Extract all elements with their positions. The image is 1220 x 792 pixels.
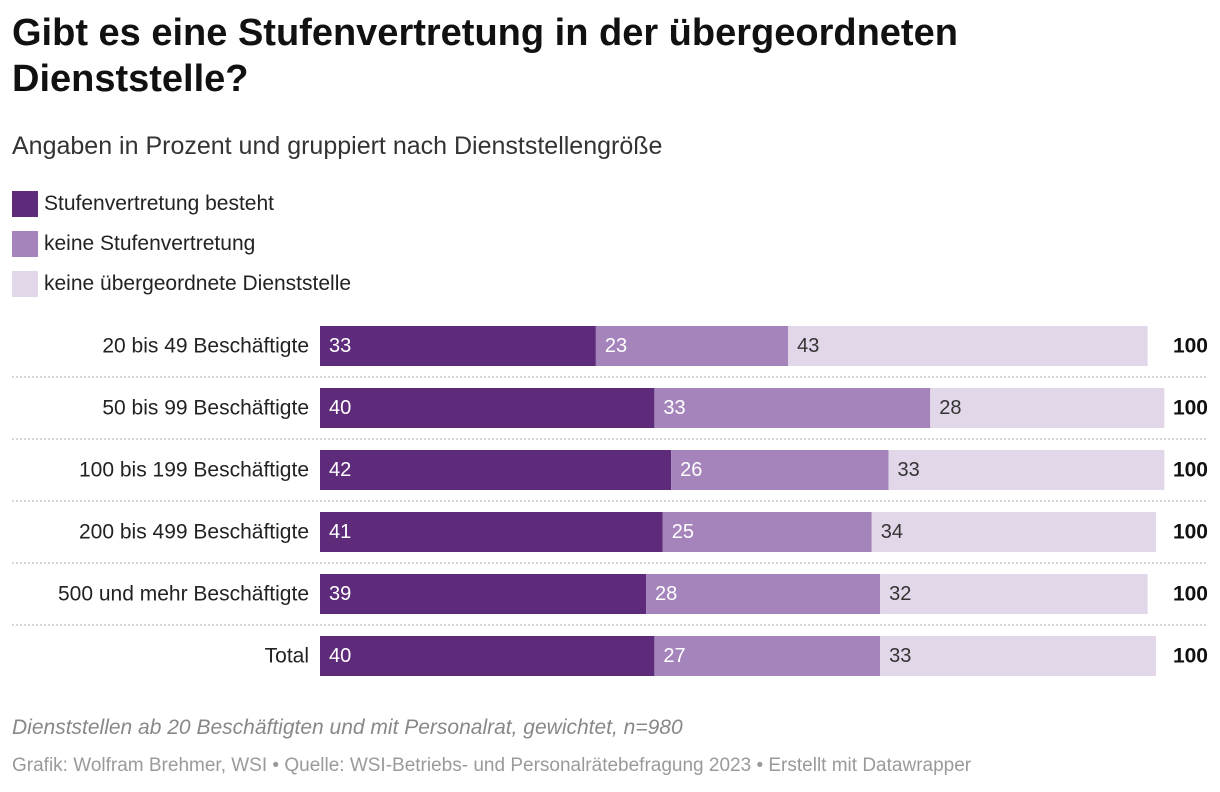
bar-segment: [595, 326, 789, 366]
chart-title: Gibt es eine Stufenvertretung in der übe…: [12, 12, 958, 100]
data-label: 43: [797, 335, 819, 357]
data-label: 25: [672, 521, 694, 543]
legend-item-keine-uebergeordnete-dienststelle: keine übergeordnete Dienststelle: [12, 264, 351, 304]
bar-segment: [320, 512, 663, 552]
total-label: 100: [1173, 521, 1208, 544]
bar-segment: [320, 388, 655, 428]
data-label: 42: [329, 459, 351, 481]
legend-label: keine Stufenvertretung: [44, 232, 256, 255]
bar-segment: [930, 388, 1165, 428]
data-label: 40: [329, 397, 351, 419]
bar-segment: [646, 574, 881, 614]
chart-source: Grafik: Wolfram Brehmer, WSI • Quelle: W…: [12, 755, 972, 776]
legend: Stufenvertretung besteht keine Stufenver…: [12, 184, 351, 304]
bar-segment: [871, 512, 1156, 552]
legend-swatch: [12, 271, 38, 297]
total-label: 100: [1173, 583, 1208, 606]
bar-segment: [888, 450, 1165, 490]
data-label: 28: [655, 583, 677, 605]
data-label: 33: [663, 397, 685, 419]
total-label: 100: [1173, 335, 1208, 358]
bar-segment: [320, 326, 596, 366]
bar-segment: [320, 450, 672, 490]
data-label: 34: [881, 521, 903, 543]
bar-segment: [662, 512, 872, 552]
legend-item-stufenvertretung-besteht: Stufenvertretung besteht: [12, 184, 351, 224]
legend-swatch: [12, 191, 38, 217]
legend-item-keine-stufenvertretung: keine Stufenvertretung: [12, 224, 351, 264]
data-label: 32: [889, 583, 911, 605]
category-label: 20 bis 49 Beschäftigte: [102, 335, 309, 358]
bar-segment: [880, 574, 1148, 614]
total-label: 100: [1173, 645, 1208, 668]
bar-segment: [320, 574, 647, 614]
data-label: 40: [329, 645, 351, 667]
category-label: 200 bis 499 Beschäftigte: [79, 521, 309, 544]
category-label: Total: [265, 645, 309, 668]
category-label: 500 und mehr Beschäftigte: [58, 583, 309, 606]
total-label: 100: [1173, 397, 1208, 420]
data-label: 39: [329, 583, 351, 605]
data-label: 28: [939, 397, 961, 419]
category-label: 50 bis 99 Beschäftigte: [102, 397, 309, 420]
total-label: 100: [1173, 459, 1208, 482]
data-label: 41: [329, 521, 351, 543]
legend-label: keine übergeordnete Dienststelle: [44, 272, 352, 295]
bar-segment: [671, 450, 889, 490]
bar-segment: [320, 636, 655, 676]
legend-swatch: [12, 231, 38, 257]
data-label: 26: [680, 459, 702, 481]
data-label: 27: [663, 645, 685, 667]
data-label: 33: [889, 645, 911, 667]
bar-segment: [788, 326, 1148, 366]
bar-segment: [654, 636, 881, 676]
data-label: 33: [329, 335, 351, 357]
chart-note: Dienststellen ab 20 Beschäftigten und mi…: [12, 716, 683, 739]
data-label: 33: [897, 459, 919, 481]
chart-subtitle: Angaben in Prozent und gruppiert nach Di…: [12, 132, 663, 160]
legend-label: Stufenvertretung besteht: [44, 192, 274, 215]
bar-segment: [880, 636, 1156, 676]
category-label: 100 bis 199 Beschäftigte: [79, 459, 309, 482]
data-label: 23: [605, 335, 627, 357]
bar-segment: [654, 388, 931, 428]
